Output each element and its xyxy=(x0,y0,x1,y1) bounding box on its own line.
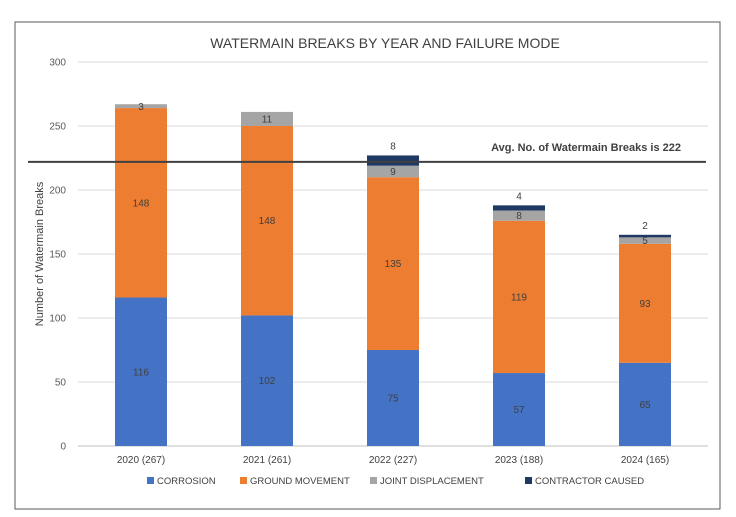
bar-segment xyxy=(619,234,671,238)
data-label: 148 xyxy=(259,216,276,227)
data-label: 135 xyxy=(385,259,402,270)
x-tick-label: 2021 (261) xyxy=(243,455,291,466)
legend-label: JOINT DISPLACEMENT xyxy=(380,476,484,487)
data-label: 102 xyxy=(259,376,276,387)
bar-segment xyxy=(241,111,293,126)
x-tick-label: 2024 (165) xyxy=(621,455,669,466)
bar-segment xyxy=(493,373,545,446)
legend-label: CORROSION xyxy=(157,476,216,487)
bar-segment xyxy=(367,155,419,166)
legend-label: CONTRACTOR CAUSED xyxy=(535,476,644,487)
x-tick-label: 2022 (227) xyxy=(369,455,417,466)
data-label: 11 xyxy=(262,114,273,125)
data-labels: 116 148 3 102 148 11 75 135 9 8 57 119 8 4 65 93 5 2 xyxy=(133,102,651,416)
x-tick-label: 2023 (188) xyxy=(495,455,543,466)
data-label: 75 xyxy=(387,394,399,405)
data-label: 119 xyxy=(511,292,527,303)
data-label: 4 xyxy=(516,191,522,202)
y-tick-label: 250 xyxy=(49,122,66,133)
y-tick-label: 0 xyxy=(60,442,66,453)
data-label: 116 xyxy=(133,367,149,378)
bar-segment xyxy=(493,220,545,374)
bar-segment xyxy=(619,243,671,363)
data-label: 57 xyxy=(513,405,525,416)
data-label: 5 xyxy=(642,236,648,247)
bar-segment xyxy=(493,210,545,221)
bar-segment xyxy=(115,108,167,298)
data-label: 8 xyxy=(516,211,522,222)
y-axis-ticks: 0 50 100 150 200 250 300 xyxy=(49,58,66,453)
bar-segment xyxy=(241,315,293,446)
legend: CORROSION GROUND MOVEMENT JOINT DISPLACEME… xyxy=(147,476,644,487)
bar-segment xyxy=(115,297,167,446)
bars xyxy=(115,104,671,446)
average-line-label: Avg. No. of Watermain Breaks is 222 xyxy=(491,142,681,154)
bar-segment xyxy=(115,104,167,109)
y-tick-label: 150 xyxy=(49,250,66,261)
legend-swatch xyxy=(147,477,154,484)
average-reference-line: Avg. No. of Watermain Breaks is 222 xyxy=(28,142,706,163)
y-tick-label: 300 xyxy=(49,58,66,69)
data-label: 65 xyxy=(639,400,651,411)
chart-title: WATERMAIN BREAKS BY YEAR AND FAILURE MOD… xyxy=(210,35,560,51)
bar-segment xyxy=(367,350,419,446)
data-label: 8 xyxy=(390,141,396,152)
legend-swatch xyxy=(370,477,377,484)
bar-segment xyxy=(367,177,419,350)
y-axis-title: Number of Watermain Breaks xyxy=(34,181,46,326)
data-label: 9 xyxy=(390,167,396,178)
bar-segment xyxy=(367,165,419,178)
data-label: 148 xyxy=(133,198,150,209)
bar-segment xyxy=(493,205,545,211)
y-tick-label: 100 xyxy=(49,314,66,325)
data-label: 93 xyxy=(639,299,651,310)
legend-swatch xyxy=(240,477,247,484)
bar-segment xyxy=(241,126,293,316)
bar-segment xyxy=(619,362,671,446)
x-tick-label: 2020 (267) xyxy=(117,455,165,466)
legend-label: GROUND MOVEMENT xyxy=(250,476,350,487)
x-axis-ticks: 2020 (267) 2021 (261) 2022 (227) 2023 (188)… xyxy=(117,455,669,466)
data-label: 3 xyxy=(138,102,144,113)
legend-swatch xyxy=(525,477,532,484)
bar-segment xyxy=(619,237,671,244)
y-tick-label: 50 xyxy=(55,378,67,389)
y-tick-label: 200 xyxy=(49,186,66,197)
data-label: 2 xyxy=(642,221,648,232)
